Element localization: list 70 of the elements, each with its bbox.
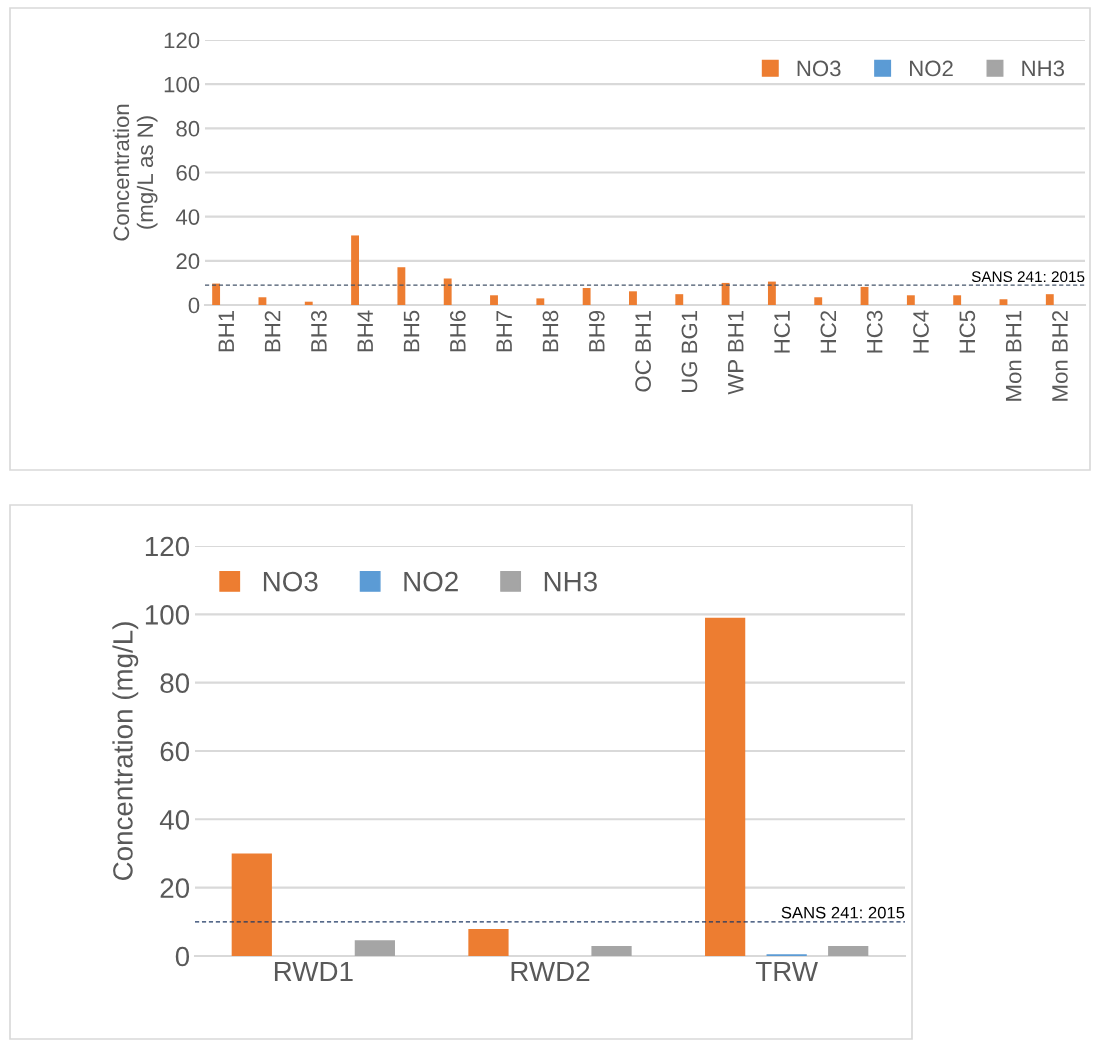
y-tick-label: 20 bbox=[160, 878, 190, 899]
bar bbox=[351, 235, 359, 305]
y-tick-label: 80 bbox=[160, 673, 190, 694]
bar bbox=[705, 617, 746, 956]
bar bbox=[629, 291, 637, 305]
x-tick-label: UG BG1 bbox=[681, 310, 698, 393]
x-tick-label: BH5 bbox=[403, 310, 420, 352]
y-axis-title: Concentration (mg/L as N) bbox=[112, 104, 158, 241]
x-tick-label: BH8 bbox=[542, 310, 559, 352]
bar bbox=[490, 295, 498, 305]
x-tick-label: BH4 bbox=[357, 310, 373, 352]
y-tick-label: 40 bbox=[175, 209, 200, 225]
x-tick-label: BH7 bbox=[496, 310, 512, 352]
bar bbox=[999, 299, 1008, 305]
x-tick-label: BH2 bbox=[264, 310, 281, 352]
legend-label: NO2 bbox=[910, 60, 953, 77]
x-tick-label: HC3 bbox=[866, 310, 883, 353]
bar bbox=[536, 298, 545, 305]
x-tick-label: HC4 bbox=[913, 310, 929, 353]
y-tick-label: 80 bbox=[176, 120, 200, 137]
x-tick-label: BH1 bbox=[218, 310, 234, 352]
x-tick-label: Mon BH1 bbox=[1005, 310, 1022, 401]
x-tick-label: OC BH1 bbox=[635, 310, 651, 392]
y-tick-label: 60 bbox=[176, 165, 200, 181]
y-tick-label: 120 bbox=[145, 536, 190, 557]
bar bbox=[231, 853, 272, 956]
legend-label: NO2 bbox=[404, 571, 458, 592]
x-tick-label: HC2 bbox=[820, 310, 837, 353]
x-tick-label: WP BH1 bbox=[728, 310, 744, 395]
bar bbox=[906, 295, 915, 305]
x-tick-label: HC1 bbox=[774, 310, 790, 353]
x-tick-label: TRW bbox=[755, 961, 818, 981]
bar bbox=[582, 288, 591, 305]
bar bbox=[721, 282, 730, 305]
legend-label: NH3 bbox=[1022, 60, 1065, 77]
legend-label: NH3 bbox=[544, 571, 597, 592]
x-tick-label: HC5 bbox=[959, 310, 976, 353]
x-tick-label: BH3 bbox=[311, 310, 327, 352]
x-tick-label: RWD1 bbox=[274, 961, 353, 981]
bar bbox=[591, 946, 632, 956]
x-tick-label: Mon BH2 bbox=[1052, 310, 1068, 401]
bar bbox=[814, 297, 823, 305]
bar bbox=[258, 297, 267, 305]
bar bbox=[354, 940, 395, 956]
bar bbox=[443, 278, 452, 305]
bar bbox=[304, 301, 313, 305]
y-tick-label: 40 bbox=[159, 810, 190, 830]
y-tick-label: 60 bbox=[160, 741, 190, 762]
x-tick-label: BH6 bbox=[449, 310, 466, 352]
bar bbox=[828, 946, 869, 956]
y-tick-label: 20 bbox=[176, 253, 200, 270]
x-tick-label: RWD2 bbox=[511, 961, 590, 981]
bar bbox=[767, 281, 776, 305]
bar bbox=[1045, 294, 1054, 305]
bar bbox=[468, 929, 509, 956]
y-tick-label: 100 bbox=[145, 605, 190, 625]
y-axis-title: Concentration (mg/L) bbox=[112, 622, 139, 881]
y-tick-label: 0 bbox=[188, 297, 200, 314]
legend-label: NO3 bbox=[797, 60, 841, 77]
annotation: SANS 241: 2015 bbox=[971, 271, 1085, 283]
y-tick-label: 0 bbox=[175, 946, 190, 967]
y-tick-label: 120 bbox=[164, 32, 200, 49]
y-tick-label: 100 bbox=[164, 76, 200, 93]
bar bbox=[212, 283, 221, 305]
annotation: SANS 241: 2015 bbox=[781, 906, 905, 919]
bar bbox=[397, 267, 406, 305]
legend-label: NO3 bbox=[263, 571, 318, 592]
bar bbox=[675, 294, 684, 305]
bar bbox=[953, 295, 962, 305]
x-tick-label: BH9 bbox=[588, 310, 605, 352]
